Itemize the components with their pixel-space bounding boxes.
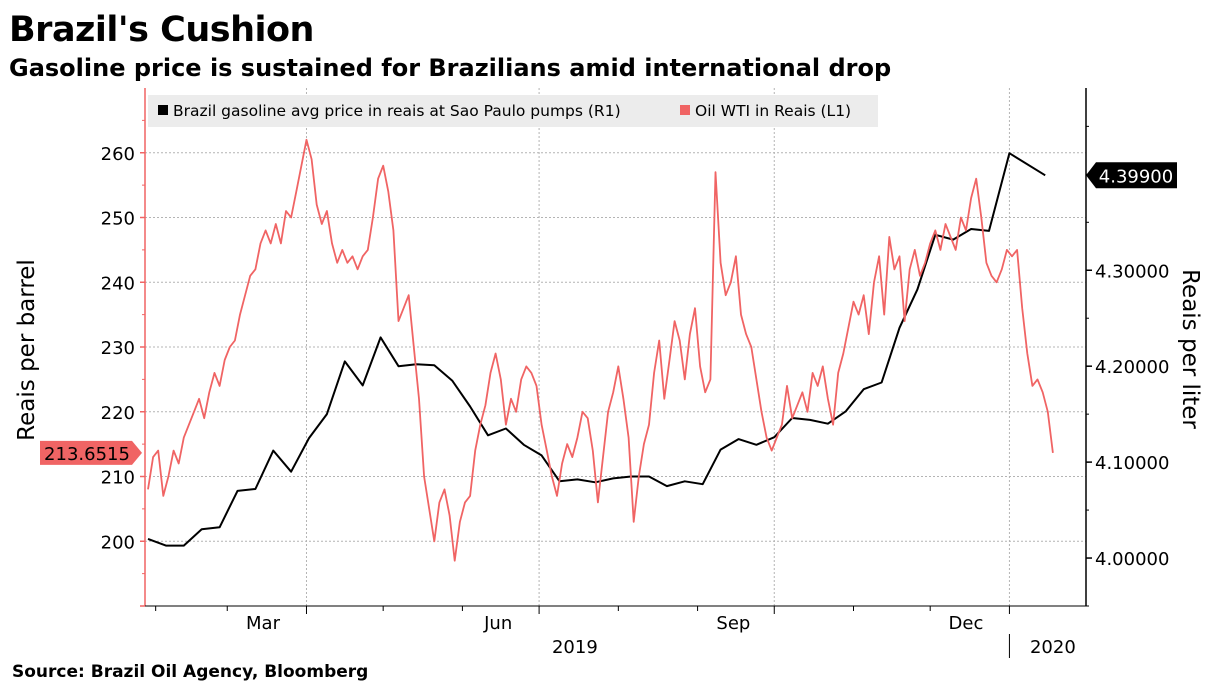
x-month-label: Dec [949, 613, 984, 634]
left-tick-label: 250 [101, 209, 135, 230]
chart-title: Brazil's Cushion [9, 10, 314, 50]
left-tick-label: 200 [101, 532, 135, 553]
x-month-label: Sep [716, 613, 750, 634]
last-value-oil-box [40, 440, 142, 465]
legend-label-oil: Oil WTI in Reais (L1) [695, 102, 851, 120]
legend-swatch-oil [680, 105, 690, 115]
series-line-gasoline [147, 152, 1046, 547]
right-axis-title: Reais per liter [1177, 269, 1203, 429]
last-value-gasoline-box [1086, 162, 1177, 189]
x-year-label: 2019 [552, 637, 598, 658]
left-tick-label: 230 [101, 338, 135, 359]
source-note: Source: Brazil Oil Agency, Bloomberg [12, 662, 369, 682]
left-tick-label: 260 [101, 144, 135, 165]
legend-background [148, 95, 878, 127]
left-tick-label: 220 [101, 403, 135, 424]
grid-layer [145, 88, 1086, 606]
last-value-oil: 213.6515 [40, 440, 142, 465]
right-tick-label: 4.10000 [1095, 453, 1169, 474]
right-tick-label: 4.20000 [1095, 357, 1169, 378]
last-value-gasoline: 4.39900 [1086, 162, 1177, 189]
legend: Brazil gasoline avg price in reais at Sa… [148, 95, 878, 127]
x-month-label: Mar [246, 613, 281, 634]
chart-subtitle: Gasoline price is sustained for Brazilia… [9, 54, 892, 82]
left-axis-title: Reais per barrel [14, 259, 40, 441]
series-line-oil [147, 138, 1054, 562]
left-tick-label: 210 [101, 468, 135, 489]
legend-swatch-gasoline [158, 105, 168, 115]
right-tick-label: 4.30000 [1095, 261, 1169, 282]
last-value-oil-text: 213.6515 [44, 444, 130, 465]
last-value-gasoline-text: 4.39900 [1099, 166, 1173, 187]
x-month-label: Jun [483, 613, 512, 634]
left-tick-label: 240 [101, 273, 135, 294]
axes-layer: 200 210 220 230 240 250 260 4.00000 4.10000 4.200… [101, 88, 1169, 658]
labels-layer: Reais per barrel Reais per liter 213.651… [14, 162, 1203, 465]
right-tick-label: 4.00000 [1095, 549, 1169, 570]
series-layer [147, 138, 1054, 562]
legend-label-gasoline: Brazil gasoline avg price in reais at Sa… [173, 102, 621, 120]
x-year-label: 2020 [1030, 637, 1076, 658]
